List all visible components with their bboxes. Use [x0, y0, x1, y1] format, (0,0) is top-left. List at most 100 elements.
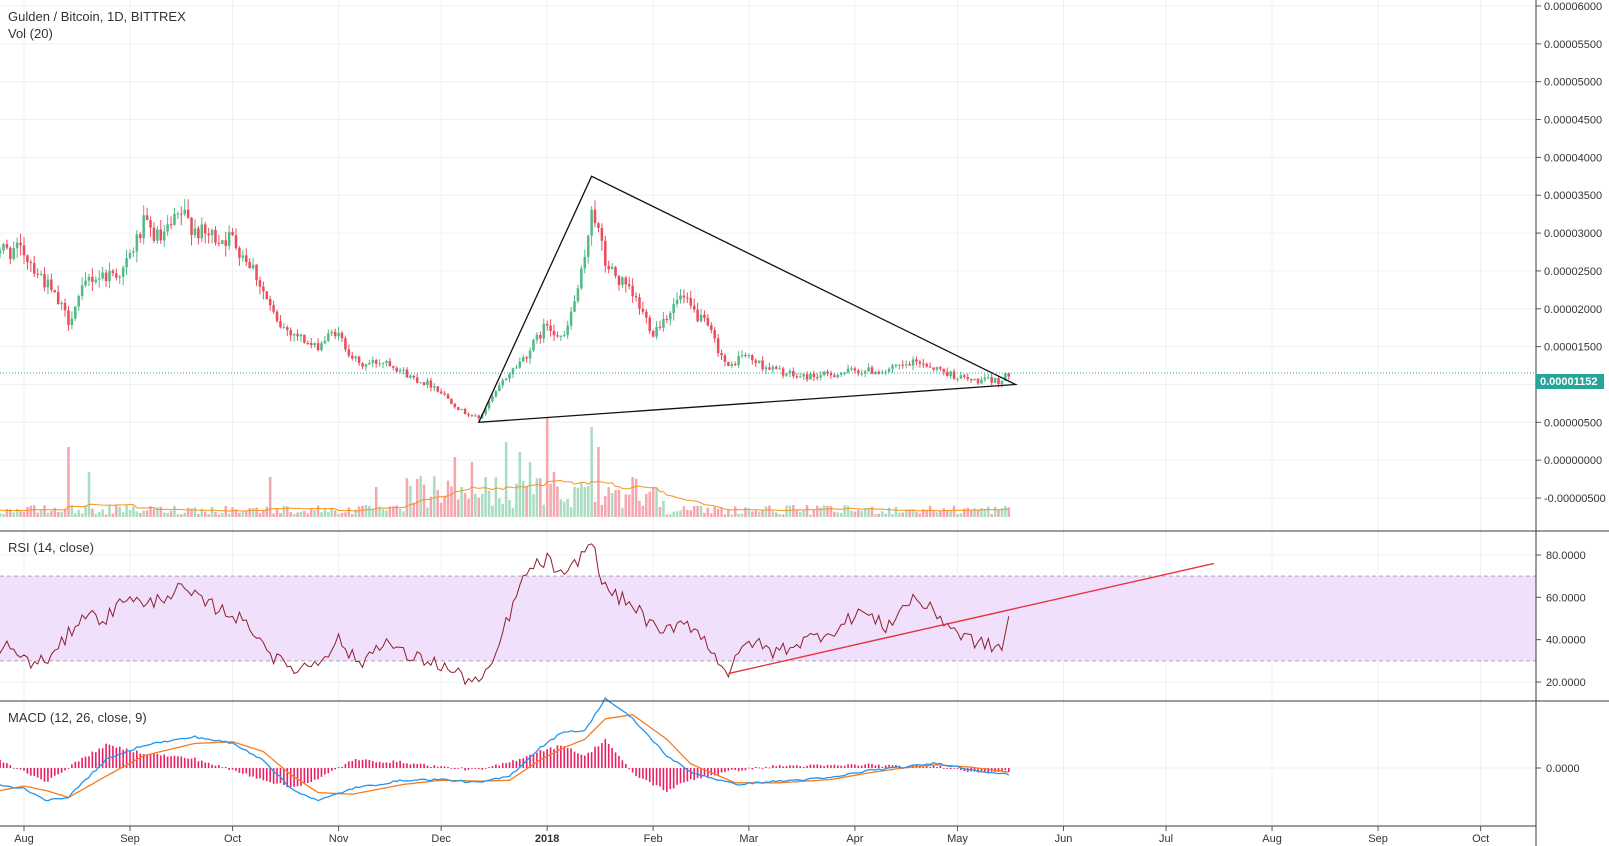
volume-bar — [169, 510, 173, 517]
volume-bar — [227, 513, 231, 517]
candle-body — [501, 380, 504, 386]
macd-histogram-bar — [139, 753, 142, 768]
candle-body — [203, 224, 207, 234]
candle-body — [132, 251, 135, 253]
candle-body — [973, 378, 976, 381]
volume-bar — [231, 507, 234, 517]
volume-bar — [238, 512, 241, 517]
macd-histogram-bar — [313, 768, 316, 780]
candle-body — [429, 380, 433, 388]
volume-bar — [665, 514, 669, 517]
time-axis[interactable]: Aug Sep Oct Nov Dec 2018 Feb Mar Apr May Jun Jul Aug… — [14, 826, 1489, 845]
volume-bar — [692, 506, 696, 517]
candle-body — [672, 303, 675, 314]
volume-bar — [94, 513, 98, 517]
candle-body — [751, 355, 754, 361]
candle-body — [774, 366, 778, 369]
candle-body — [586, 235, 590, 257]
volume-bar — [186, 507, 190, 517]
rsi-axis[interactable]: 80.0000 60.0000 40.0000 20.0000 — [1536, 550, 1586, 689]
candle-body — [689, 298, 693, 306]
candle-body — [419, 382, 422, 384]
volume-bar — [53, 507, 57, 517]
macd-histogram-bar — [782, 766, 784, 768]
volume-bar — [159, 506, 163, 517]
macd-histogram-bar — [754, 766, 757, 768]
macd-histogram-bar — [960, 768, 962, 771]
macd-histogram-bar — [153, 753, 155, 768]
volume-bar — [429, 496, 433, 517]
macd-histogram-bar — [792, 765, 795, 768]
volume-bar — [207, 514, 210, 517]
volume-bar — [816, 505, 819, 517]
macd-histogram-bar — [228, 768, 230, 770]
candle-body — [439, 391, 443, 394]
volume-bar — [699, 505, 703, 517]
volume-bar — [860, 510, 864, 517]
drawings — [0, 175, 1536, 424]
macd-histogram-bar — [105, 743, 107, 768]
candle-body — [826, 371, 829, 374]
rsi-tick-label: 80.0000 — [1546, 550, 1586, 562]
volume-bar — [381, 509, 385, 517]
candle-body — [976, 378, 980, 384]
macd-histogram-bar — [324, 768, 326, 775]
candle-body — [265, 291, 269, 299]
macd-histogram-bar — [419, 763, 422, 768]
macd-axis[interactable]: 0.0000 — [1536, 763, 1580, 775]
candle-body — [450, 398, 453, 404]
macd-histogram-bar — [713, 768, 716, 776]
candle-body — [118, 276, 122, 278]
volume-bar — [63, 508, 67, 517]
volume-bar — [15, 508, 19, 517]
macd-histogram-bar — [618, 755, 620, 768]
macd-histogram-bar — [529, 754, 531, 768]
macd-histogram-bar — [337, 767, 340, 768]
candle-body — [778, 368, 781, 370]
volume-bar — [306, 513, 310, 517]
macd-histogram-bar — [731, 768, 733, 770]
volume-bar — [945, 511, 949, 517]
volume-bar — [292, 514, 296, 517]
candle-body — [2, 244, 5, 251]
macd-histogram-bar — [440, 766, 442, 768]
volume-bar — [491, 505, 494, 517]
candle-body — [176, 213, 180, 215]
volume-bar — [190, 508, 193, 517]
candle-body — [727, 361, 730, 366]
volume-bar — [798, 511, 802, 517]
candle-body — [149, 220, 152, 228]
candle-body — [241, 255, 245, 258]
macd-histogram-bar — [795, 765, 798, 768]
volume-bar — [340, 512, 344, 517]
volume-bar — [29, 505, 33, 517]
macd-histogram-bar — [761, 768, 764, 769]
macd-histogram-bar — [802, 766, 805, 768]
macd-histogram-bar — [949, 768, 952, 770]
volume-bar — [583, 487, 587, 517]
macd-histogram-bar — [77, 761, 80, 768]
candle-body — [549, 325, 552, 332]
volume-bar — [354, 509, 357, 517]
volume-bar — [43, 505, 46, 517]
macd-histogram-bar — [36, 768, 39, 778]
volume-indicator-label: Vol (20) — [8, 26, 53, 41]
volume-bar — [641, 505, 645, 517]
volume-bar — [696, 505, 699, 517]
candle-body — [477, 415, 481, 419]
price-axis[interactable]: 0.00006000 0.00005500 0.00005000 0.00004500… — [1536, 1, 1606, 505]
candle-body — [990, 377, 993, 383]
volume-bar — [378, 506, 381, 517]
candle-body — [333, 331, 337, 337]
candle-body — [679, 295, 682, 300]
macd-histogram-bar — [707, 768, 709, 777]
macd-histogram-bar — [741, 768, 743, 771]
candle-body — [340, 332, 344, 339]
macd-histogram-bar — [922, 766, 925, 768]
volume-bar — [26, 507, 29, 517]
candle-body — [675, 299, 679, 304]
candle-body — [576, 288, 580, 302]
time-tick-label: 2018 — [535, 833, 559, 845]
time-tick-label: Oct — [1472, 833, 1489, 845]
